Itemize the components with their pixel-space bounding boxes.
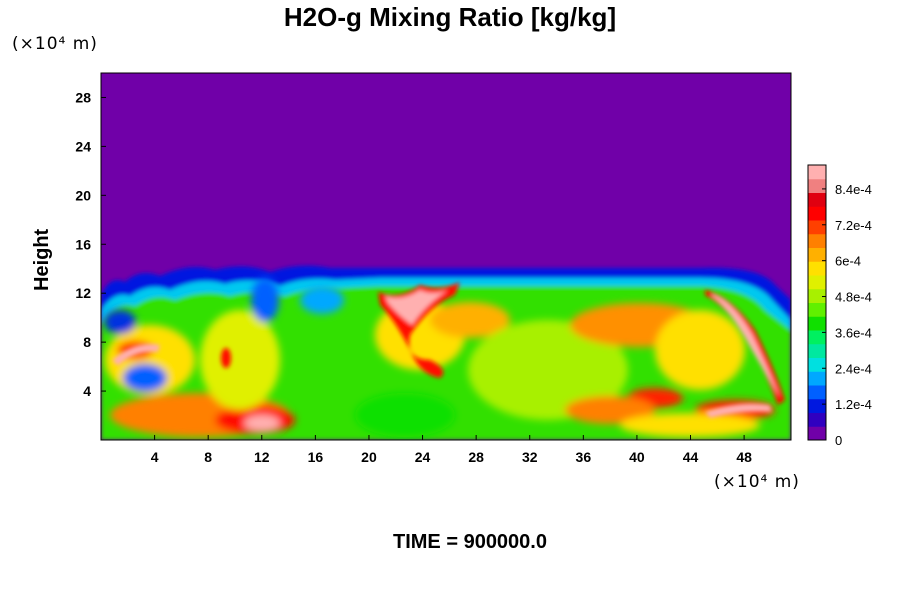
colorbar-segment xyxy=(808,192,826,207)
y-tick-label: 12 xyxy=(75,285,91,301)
x-tick-label: 32 xyxy=(522,449,538,465)
x-tick-label: 12 xyxy=(254,449,270,465)
colorbar-segment xyxy=(808,178,826,193)
x-tick-label: 8 xyxy=(204,449,212,465)
plot-frame xyxy=(100,72,792,441)
x-axis-unit: (×10⁴ m) xyxy=(714,472,800,492)
colorbar-segment xyxy=(808,220,826,235)
x-tick-label: 36 xyxy=(576,449,592,465)
chart-title: H2O-g Mixing Ratio [kg/kg] xyxy=(283,2,617,32)
x-tick-label: 20 xyxy=(361,449,377,465)
y-ticks: 4 8 12 16 20 24 28 xyxy=(75,89,106,399)
y-axis-unit: (×10⁴ m) xyxy=(12,34,98,54)
y-tick-label: 16 xyxy=(75,236,91,252)
x-tick-label: 24 xyxy=(415,449,431,465)
colorbar-tick-label: 1.2e-4 xyxy=(835,397,872,412)
y-tick-label: 4 xyxy=(83,383,91,399)
colorbar-segment xyxy=(808,412,826,427)
colorbar-frame xyxy=(807,164,827,441)
colorbar-tick-label: 4.8e-4 xyxy=(835,290,872,305)
colorbar-tick-label: 7.2e-4 xyxy=(835,218,872,233)
colorbar-segment xyxy=(808,371,826,386)
colorbar-tick-label: 2.4e-4 xyxy=(835,361,872,376)
y-tick-label: 28 xyxy=(75,89,91,105)
time-label: TIME = 900000.0 xyxy=(393,531,547,553)
x-tick-label: 44 xyxy=(683,449,699,465)
colorbar-segment xyxy=(808,398,826,413)
moisture-blobs xyxy=(104,278,775,437)
colorbar-tick-label: 0 xyxy=(835,433,842,448)
y-tick-label: 8 xyxy=(83,334,91,350)
x-ticks: 4 8 12 16 20 24 28 32 36 40 44 48 xyxy=(151,435,752,465)
colorbar-segment xyxy=(808,302,826,317)
x-tick-label: 28 xyxy=(468,449,484,465)
colorbar-segment xyxy=(808,426,826,441)
colorbar-segment xyxy=(808,343,826,358)
colorbar-segment xyxy=(808,275,826,290)
colorbar-segment xyxy=(808,330,826,345)
colorbar-segment xyxy=(808,288,826,303)
colorbar-segment xyxy=(808,165,826,180)
colorbar-segment xyxy=(808,357,826,372)
colorbar-segment xyxy=(808,247,826,262)
y-tick-label: 24 xyxy=(75,138,91,154)
colorbar-segment xyxy=(808,385,826,400)
x-tick-label: 4 xyxy=(151,449,159,465)
colorbar: 0 1.2e-4 2.4e-4 3.6e-4 4.8e-4 6e-4 7.2e-4 8.4e-… xyxy=(807,164,872,448)
colorbar-tick-label: 6e-4 xyxy=(835,254,861,269)
colorbar-segment xyxy=(808,233,826,248)
colorbar-segment xyxy=(808,316,826,331)
y-tick-label: 20 xyxy=(75,187,91,203)
colorbar-tick-label: 8.4e-4 xyxy=(835,182,872,197)
x-tick-label: 48 xyxy=(736,449,752,465)
colorbar-segment xyxy=(808,206,826,221)
moisture-filaments xyxy=(112,282,785,418)
colorbar-tick-label: 3.6e-4 xyxy=(835,325,872,340)
colorbar-segment xyxy=(808,261,826,276)
mixing-ratio-field xyxy=(101,73,791,440)
x-tick-label: 40 xyxy=(629,449,645,465)
x-tick-label: 16 xyxy=(308,449,324,465)
